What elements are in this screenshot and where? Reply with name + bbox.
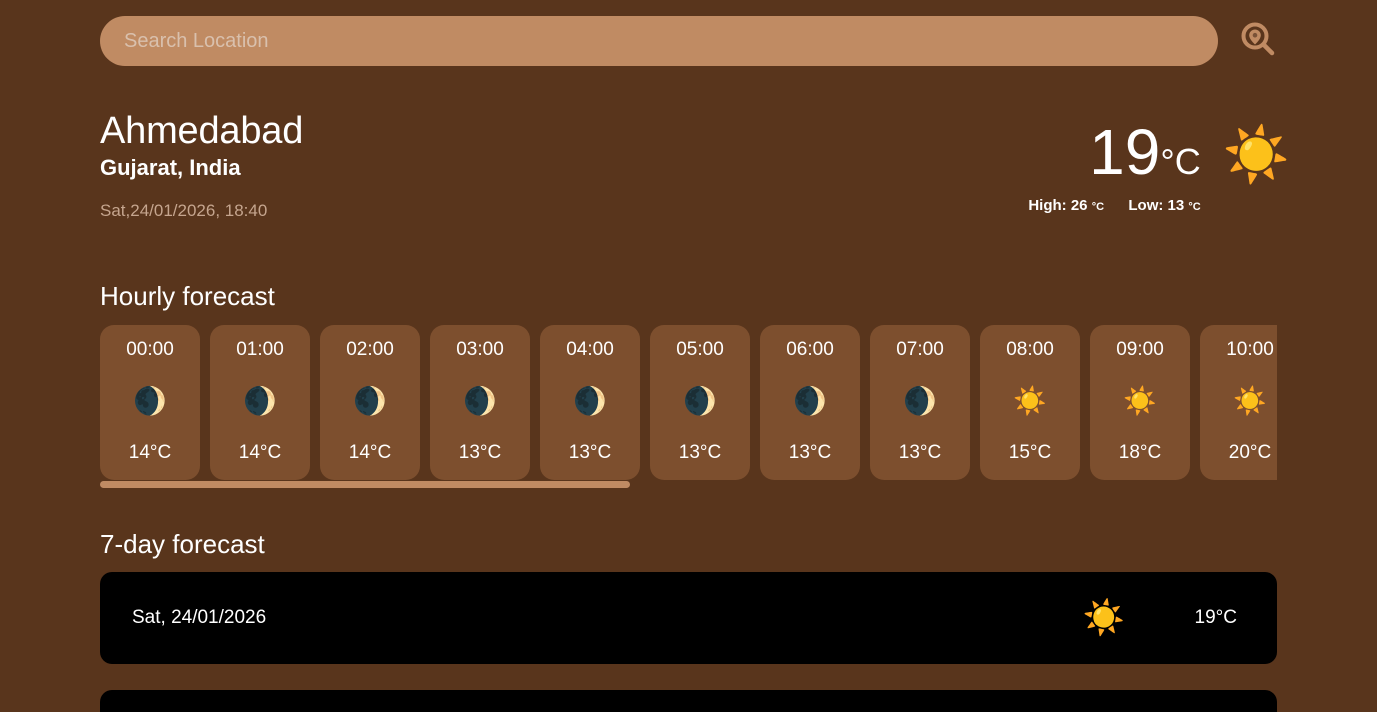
- hour-time: 05:00: [676, 339, 724, 360]
- hourly-forecast-scroller[interactable]: 00:00 🌒 14°C 01:00 🌒 14°C 02:00 🌒 14°C 03:00 🌒 13°C…: [100, 325, 1277, 485]
- sun-icon: ☀️: [1222, 125, 1290, 185]
- current-temp-block: 19°C High: 26 °C Low: 13 °C ☀️: [1028, 110, 1290, 214]
- hour-time: 06:00: [786, 339, 834, 360]
- hourly-forecast-list: 00:00 🌒 14°C 01:00 🌒 14°C 02:00 🌒 14°C 03:00 🌒 13°C…: [100, 325, 1277, 480]
- sun-icon: ☀️: [1013, 386, 1047, 416]
- day-row[interactable]: Sat, 24/01/2026 ☀️ 19°C: [100, 572, 1277, 664]
- moon-icon: 🌒: [573, 386, 607, 416]
- hourly-scrollbar[interactable]: [100, 481, 1277, 488]
- hour-card[interactable]: 09:00 ☀️ 18°C: [1090, 325, 1190, 480]
- hour-time: 01:00: [236, 339, 284, 360]
- moon-icon: 🌒: [353, 386, 387, 416]
- moon-icon: 🌒: [683, 386, 717, 416]
- high-label: High:: [1028, 196, 1067, 214]
- sun-icon: ☀️: [1123, 386, 1157, 416]
- daily-forecast-heading: 7-day forecast: [100, 529, 265, 559]
- hour-card[interactable]: 05:00 🌒 13°C: [650, 325, 750, 480]
- moon-icon: 🌒: [793, 386, 827, 416]
- hour-temp: 14°C: [238, 442, 282, 463]
- hour-card[interactable]: 02:00 🌒 14°C: [320, 325, 420, 480]
- hour-temp: 13°C: [678, 442, 722, 463]
- moon-icon: 🌒: [463, 386, 497, 416]
- search-location-icon: [1238, 20, 1278, 63]
- current-temperature-value: 19: [1089, 116, 1161, 188]
- sun-icon: ☀️: [1233, 386, 1267, 416]
- current-conditions: Ahmedabad Gujarat, India Sat,24/01/2026,…: [100, 110, 1290, 221]
- hour-time: 03:00: [456, 339, 504, 360]
- day-date: Sat, 24/01/2026: [132, 607, 267, 628]
- hour-time: 08:00: [1006, 339, 1054, 360]
- hour-card[interactable]: 01:00 🌒 14°C: [210, 325, 310, 480]
- hour-temp: 14°C: [348, 442, 392, 463]
- search-bar-container: [100, 16, 1290, 66]
- hour-time: 07:00: [896, 339, 944, 360]
- hour-card[interactable]: 00:00 🌒 14°C: [100, 325, 200, 480]
- hour-temp: 13°C: [898, 442, 942, 463]
- hour-temp: 14°C: [128, 442, 172, 463]
- hour-temp: 13°C: [568, 442, 612, 463]
- hour-time: 02:00: [346, 339, 394, 360]
- moon-icon: 🌒: [133, 386, 167, 416]
- hour-card[interactable]: 07:00 🌒 13°C: [870, 325, 970, 480]
- current-temperature: 19°C: [1028, 120, 1201, 184]
- hour-time: 09:00: [1116, 339, 1164, 360]
- hour-card[interactable]: 03:00 🌒 13°C: [430, 325, 530, 480]
- high-value: 26: [1070, 196, 1088, 214]
- low-unit: °C: [1188, 200, 1201, 213]
- search-input[interactable]: [100, 16, 1218, 66]
- hour-card[interactable]: 10:00 ☀️ 20°C: [1200, 325, 1277, 480]
- moon-icon: 🌒: [243, 386, 277, 416]
- hour-temp: 13°C: [458, 442, 502, 463]
- hour-temp: 13°C: [788, 442, 832, 463]
- datetime-label: Sat,24/01/2026, 18:40: [100, 200, 268, 220]
- hourly-scrollbar-thumb[interactable]: [100, 481, 630, 488]
- current-temperature-unit: °C: [1160, 141, 1201, 182]
- day-temp: 19°C: [1194, 607, 1237, 628]
- hour-time: 10:00: [1226, 339, 1274, 360]
- moon-icon: 🌒: [903, 386, 937, 416]
- region-label: Gujarat, India: [100, 154, 241, 180]
- day-row[interactable]: ⛅: [100, 690, 1277, 712]
- hour-temp: 20°C: [1228, 442, 1272, 463]
- daily-forecast-list: Sat, 24/01/2026 ☀️ 19°C ⛅: [100, 572, 1277, 712]
- low-value: 13: [1167, 196, 1185, 214]
- temperature-group: 19°C High: 26 °C Low: 13 °C: [1028, 120, 1201, 214]
- sun-icon: ☀️: [1082, 599, 1125, 637]
- high-low-row: High: 26 °C Low: 13 °C: [1028, 197, 1200, 214]
- hour-card[interactable]: 06:00 🌒 13°C: [760, 325, 860, 480]
- hourly-forecast-heading: Hourly forecast: [100, 281, 275, 311]
- low-label: Low:: [1128, 196, 1164, 214]
- location-block: Ahmedabad Gujarat, India Sat,24/01/2026,…: [100, 110, 303, 221]
- page-title: Ahmedabad: [100, 110, 304, 152]
- hour-time: 00:00: [126, 339, 174, 360]
- hour-card[interactable]: 08:00 ☀️ 15°C: [980, 325, 1080, 480]
- high-unit: °C: [1091, 200, 1105, 213]
- hour-temp: 18°C: [1118, 442, 1162, 463]
- hour-card[interactable]: 04:00 🌒 13°C: [540, 325, 640, 480]
- hour-time: 04:00: [566, 339, 614, 360]
- search-button[interactable]: [1236, 19, 1280, 63]
- hour-temp: 15°C: [1008, 442, 1052, 463]
